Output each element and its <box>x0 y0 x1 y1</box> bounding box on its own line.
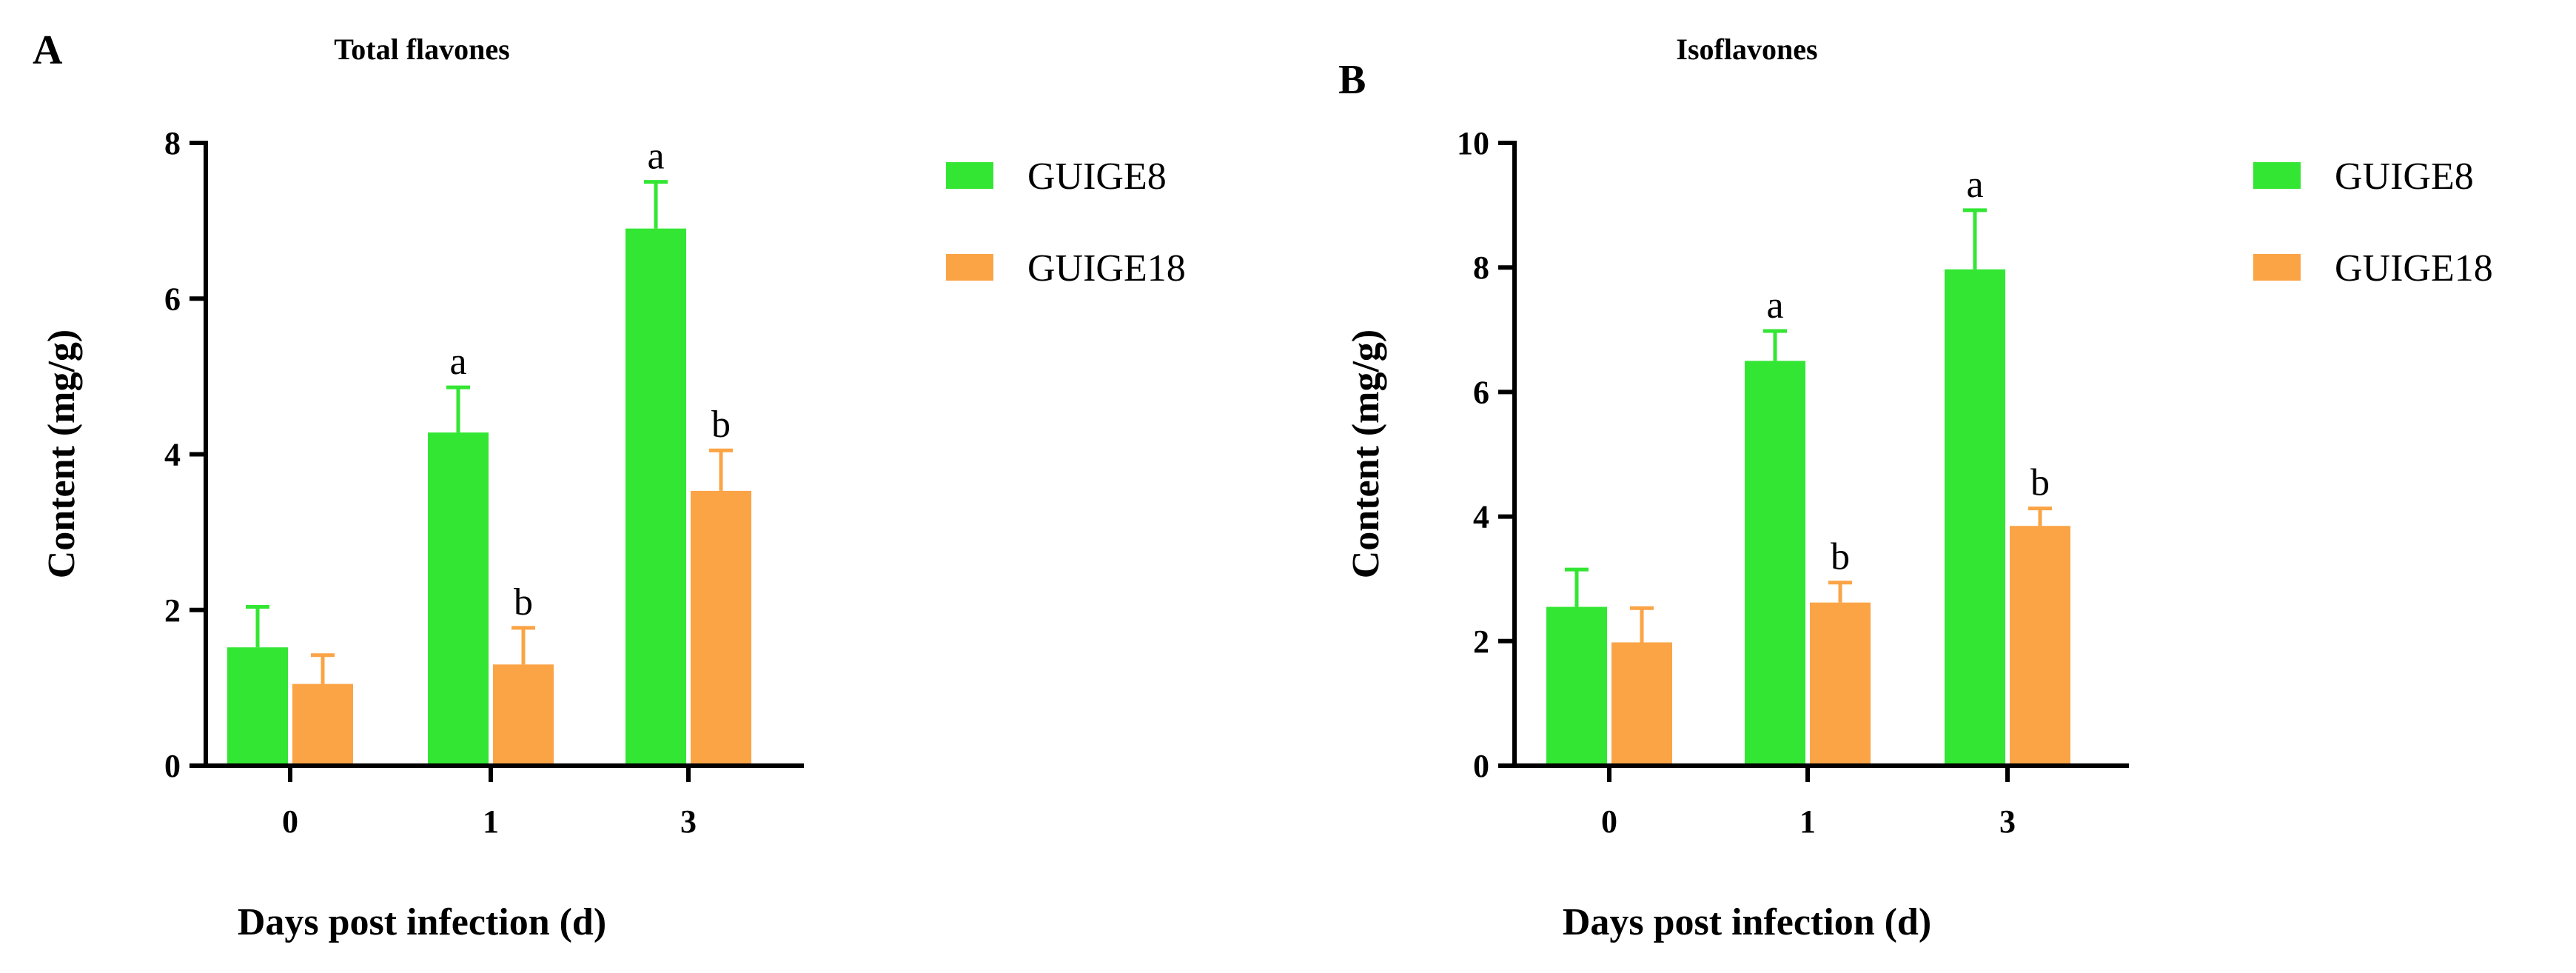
legend: GUIGE8 GUIGE18 <box>946 156 1186 290</box>
y-tick-label: 0 <box>1473 748 1489 784</box>
legend: GUIGE8 GUIGE18 <box>2253 156 2493 290</box>
legend-swatch <box>2253 162 2301 189</box>
y-tick-label: 8 <box>164 125 181 161</box>
panel-letter: B <box>1338 57 1366 103</box>
y-tick-label: 2 <box>1473 623 1489 660</box>
x-axis-title: Days post infection (d) <box>238 901 606 943</box>
x-axis-title: Days post infection (d) <box>1563 901 1931 943</box>
y-tick-label: 6 <box>1473 374 1489 410</box>
error-bar <box>1630 606 1654 643</box>
panel-letter: A <box>33 27 63 73</box>
error-bar <box>511 626 535 665</box>
legend-label: GUIGE8 <box>1027 156 1167 198</box>
significance-label: a <box>1766 284 1783 327</box>
x-tick-label: 3 <box>680 803 697 840</box>
bar-guige8-day-3 <box>1945 269 2005 766</box>
y-tick-label: 4 <box>164 437 181 473</box>
significance-label: a <box>1966 164 1983 206</box>
y-tick-label: 4 <box>1473 499 1489 535</box>
error-bar <box>644 180 668 229</box>
error-bar <box>2028 506 2052 526</box>
significance-label: a <box>647 136 664 178</box>
x-tick-label: 0 <box>282 803 298 840</box>
plot-area: a a b b 0 2 4 6 8 10 0 1 3 <box>1457 125 2129 840</box>
legend-label: GUIGE8 <box>2335 156 2474 198</box>
significance-label: a <box>449 341 466 383</box>
bar-guige8-day-0 <box>227 647 288 766</box>
x-tick-label: 3 <box>1999 803 2016 840</box>
plot-area: a a b b 0 2 4 6 8 0 1 3 <box>164 125 804 840</box>
error-bar <box>1828 581 1852 603</box>
bar-guige18-day-1 <box>1810 602 1871 766</box>
legend-swatch <box>2253 254 2301 281</box>
error-bar <box>311 653 335 684</box>
bar-guige8-day-3 <box>625 228 686 766</box>
y-axis-title: Content (mg/g) <box>1345 330 1387 579</box>
bar-guige18-day-1 <box>493 664 554 766</box>
error-bar <box>246 605 269 648</box>
y-tick-label: 8 <box>1473 250 1489 286</box>
x-tick-label: 0 <box>1601 803 1617 840</box>
bar-guige18-day-0 <box>1611 642 1672 766</box>
x-tick-label: 1 <box>483 803 499 840</box>
y-tick-label: 0 <box>164 748 181 784</box>
bar-guige8-day-0 <box>1546 606 1607 766</box>
significance-label: b <box>1831 536 1850 578</box>
error-bar <box>446 385 470 433</box>
y-axis-title: Content (mg/g) <box>41 330 83 579</box>
significance-label: b <box>514 581 533 623</box>
error-bar <box>1565 567 1589 607</box>
significance-label: b <box>2030 462 2050 504</box>
bar-guige8-day-1 <box>1745 361 1805 766</box>
legend-swatch <box>946 162 993 189</box>
error-bar <box>1763 329 1787 361</box>
y-tick-label: 2 <box>164 592 181 629</box>
chart-title: Total flavones <box>334 33 509 66</box>
bar-guige8-day-1 <box>428 432 489 766</box>
chart-title: Isoflavones <box>1676 33 1817 66</box>
legend-label: GUIGE18 <box>1027 247 1186 290</box>
y-tick-label: 10 <box>1457 125 1489 161</box>
panel-b: B Isoflavones Content (mg/g) Days post i… <box>1338 33 2493 943</box>
legend-label: GUIGE18 <box>2335 247 2493 290</box>
panel-a: A Total flavones Content (mg/g) Days pos… <box>33 27 1186 943</box>
bar-guige18-day-3 <box>691 490 751 766</box>
error-bar <box>709 448 733 491</box>
x-tick-label: 1 <box>1799 803 1816 840</box>
legend-swatch <box>946 254 993 281</box>
y-tick-label: 6 <box>164 281 181 317</box>
bar-guige18-day-0 <box>292 683 353 766</box>
significance-label: b <box>711 404 731 446</box>
error-bar <box>1963 208 1987 270</box>
bar-guige18-day-3 <box>2010 526 2070 766</box>
